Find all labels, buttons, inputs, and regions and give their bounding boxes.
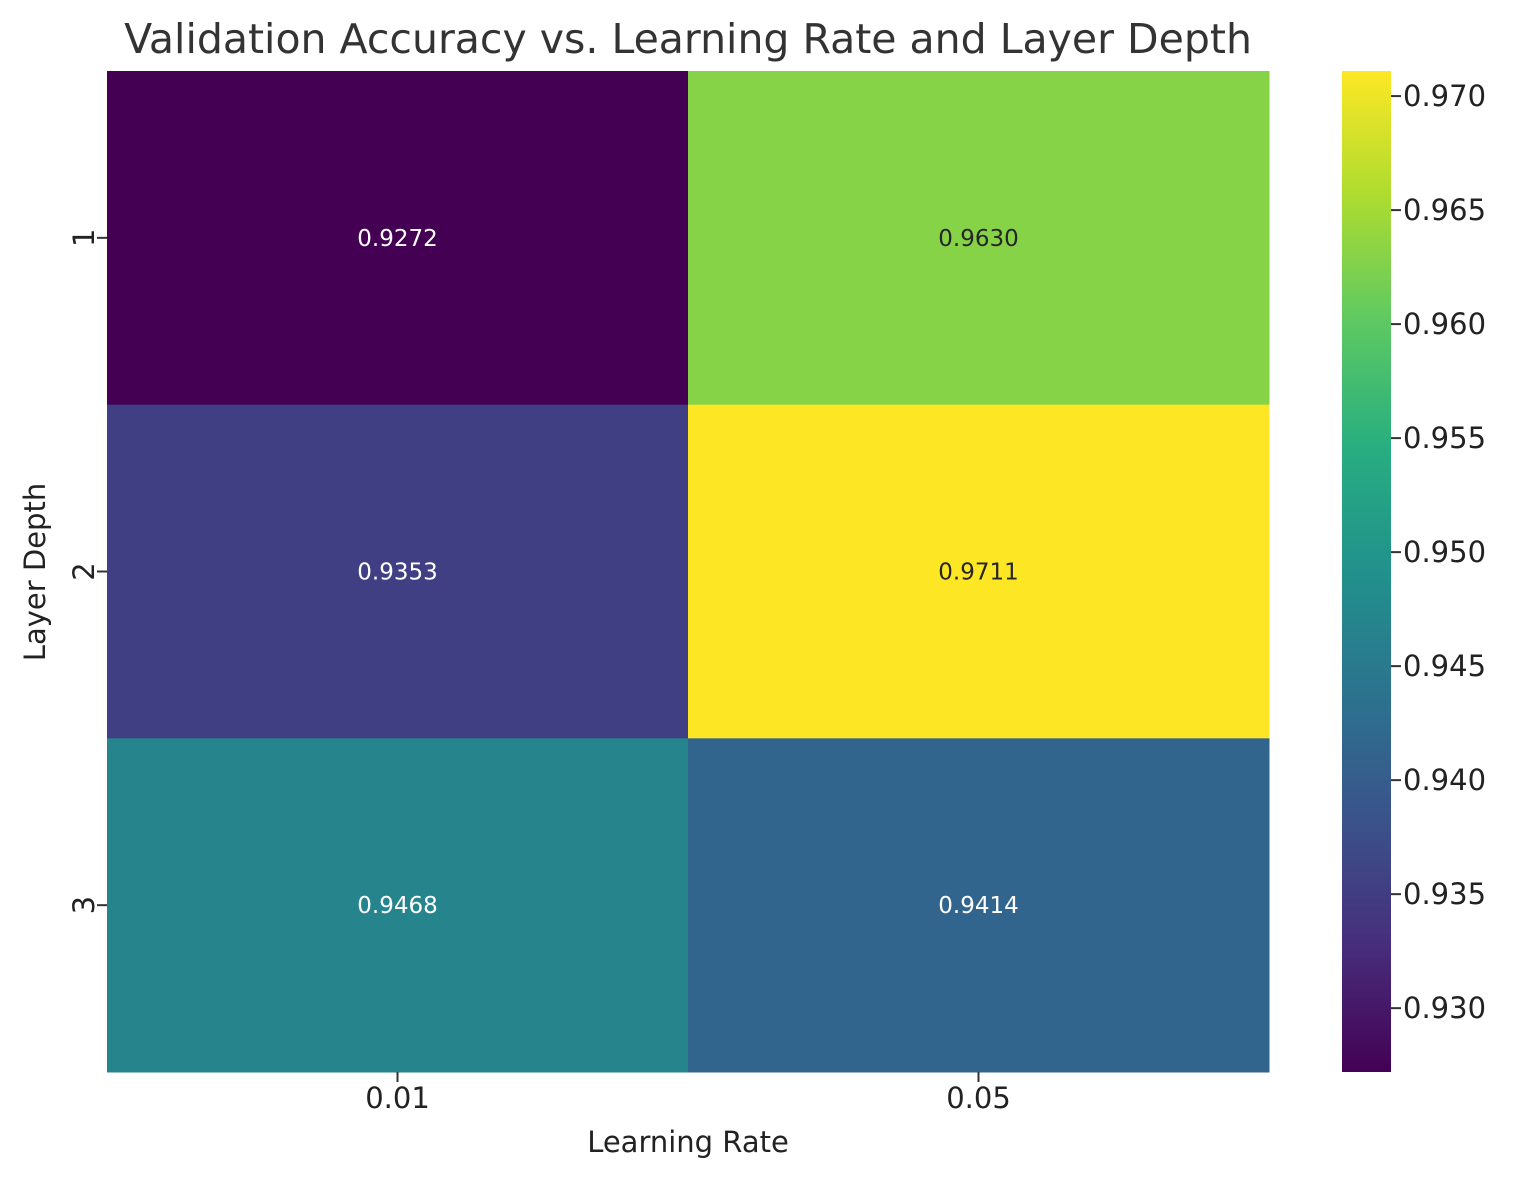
x-axis: 0.01 0.05	[365, 1072, 1011, 1115]
heatmap-cell	[107, 404, 689, 739]
colorbar-tick-label: 0.940	[1403, 763, 1486, 797]
heatmap-cell	[688, 71, 1270, 406]
x-axis-label: Learning Rate	[587, 1125, 789, 1159]
x-tick-label: 0.01	[365, 1081, 430, 1115]
colorbar-gradient	[1342, 71, 1391, 1072]
heatmap-cell	[107, 71, 689, 406]
colorbar-tick-label: 0.960	[1403, 307, 1486, 341]
colorbar: 0.930 0.935 0.940 0.945 0.950 0.955 0.960 0.965…	[1342, 71, 1486, 1072]
cell-value-label: 0.9272	[357, 226, 437, 252]
cell-value-label: 0.9468	[357, 893, 437, 919]
heatmap-cell	[688, 738, 1270, 1073]
colorbar-tick-label: 0.955	[1403, 421, 1486, 455]
colorbar-tick-label: 0.930	[1403, 991, 1486, 1025]
heatmap-cell	[107, 738, 689, 1073]
chart-title: Validation Accuracy vs. Learning Rate an…	[124, 15, 1252, 63]
y-tick-label: 1	[67, 229, 101, 247]
x-tick-label: 0.05	[946, 1081, 1011, 1115]
cell-value-label: 0.9630	[938, 226, 1018, 252]
y-tick-label: 3	[67, 896, 101, 914]
colorbar-tick-label: 0.945	[1403, 649, 1486, 683]
colorbar-tick-label: 0.970	[1403, 79, 1486, 113]
y-axis-label: Layer Depth	[18, 483, 52, 661]
heatmap-cell	[688, 404, 1270, 739]
cell-value-label: 0.9414	[938, 893, 1018, 919]
colorbar-tick-label: 0.965	[1403, 193, 1486, 227]
heatmap-cells: 0.9272 0.9630 0.9353 0.9711 0.9468 0.9414	[107, 71, 1270, 1073]
y-tick-label: 2	[67, 562, 101, 580]
colorbar-tick-label: 0.950	[1403, 535, 1486, 569]
cell-value-label: 0.9711	[938, 560, 1018, 586]
colorbar-tick-label: 0.935	[1403, 877, 1486, 911]
colorbar-ticks: 0.930 0.935 0.940 0.945 0.950 0.955 0.960 0.965…	[1391, 79, 1486, 1025]
cell-value-label: 0.9353	[357, 560, 437, 586]
y-axis: 1 2 3	[67, 229, 107, 914]
